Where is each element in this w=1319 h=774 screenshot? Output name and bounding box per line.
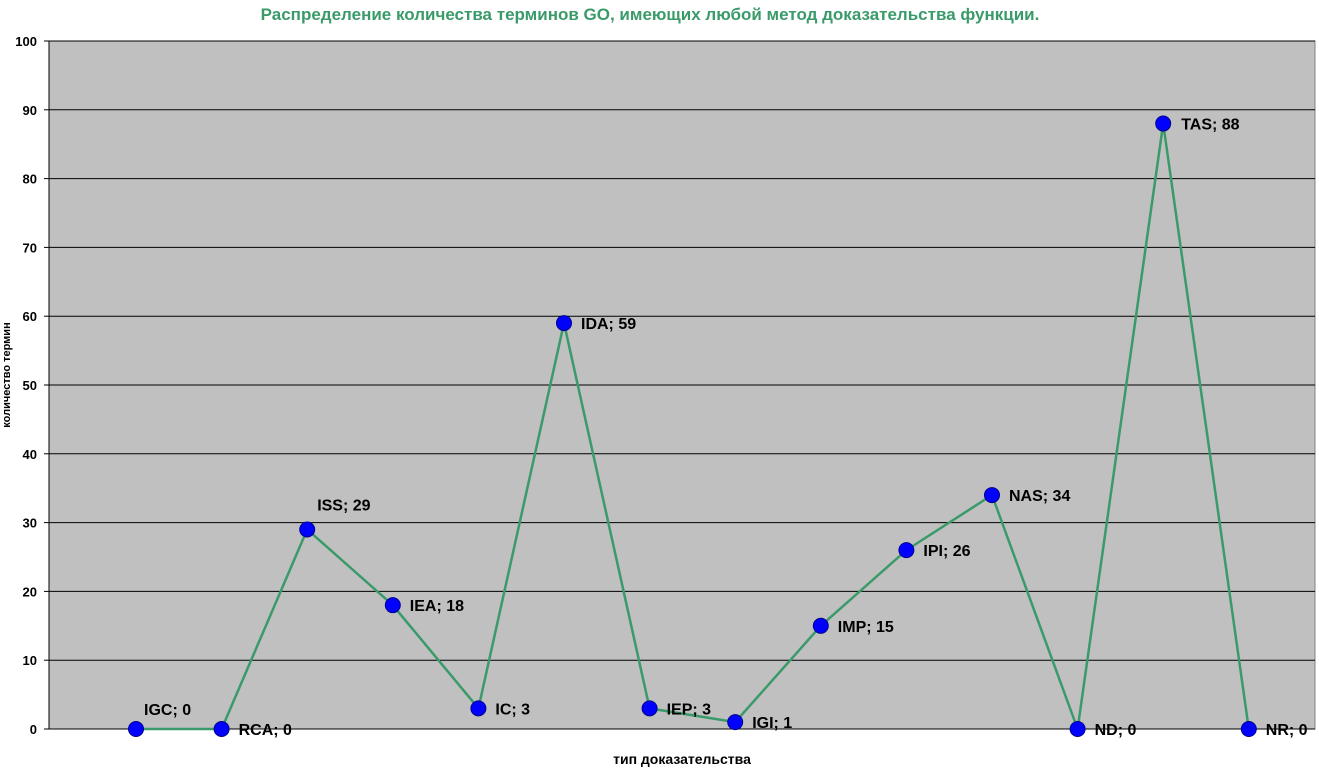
y-tick-label: 20 <box>23 584 37 599</box>
data-labels: IGC; 0 RCA; 0 ISS; 29 IEA; 18 IC; 3 IDA; 59 IE… <box>144 117 1308 739</box>
series <box>128 115 1257 737</box>
data-label-nr: NR; 0 <box>1266 722 1308 739</box>
data-label-ipi: IPI; 26 <box>923 543 970 560</box>
y-axis: 0 10 20 30 40 50 60 70 80 90 100 <box>15 34 1315 737</box>
data-point-rca <box>213 721 230 737</box>
data-point-iep <box>641 700 658 717</box>
data-point-igc <box>128 721 144 737</box>
data-point-ipi <box>898 542 915 559</box>
data-point-igi <box>727 714 744 731</box>
data-point-tas <box>1155 115 1172 132</box>
data-point-nd <box>1069 721 1086 737</box>
data-label-ic: IC; 3 <box>495 701 530 718</box>
data-label-igi: IGI; 1 <box>752 715 792 732</box>
data-label-ida: IDA; 59 <box>581 316 636 333</box>
data-label-iea: IEA; 18 <box>410 598 464 615</box>
y-tick-label: 70 <box>23 240 37 255</box>
y-tick-label: 30 <box>23 516 37 531</box>
data-label-imp: IMP; 15 <box>838 619 894 636</box>
series-line <box>136 122 1251 731</box>
data-point-iea <box>384 597 401 614</box>
y-tick-label: 100 <box>15 34 37 49</box>
data-label-tas: TAS; 88 <box>1181 117 1239 134</box>
data-label-nas: NAS; 34 <box>1009 488 1070 505</box>
chart-title: Распределение количества терминов GO, им… <box>261 5 1040 24</box>
gridlines <box>49 40 1315 661</box>
y-tick-label: 90 <box>23 103 37 118</box>
data-point-ic <box>470 700 487 717</box>
y-axis-title: количество термин <box>1 322 13 427</box>
data-point-nr <box>1240 721 1257 737</box>
data-label-iss: ISS; 29 <box>317 497 370 514</box>
y-tick-label: 50 <box>23 378 37 393</box>
data-point-imp <box>812 617 829 634</box>
x-axis-title: тип доказательства <box>613 751 751 767</box>
data-label-igc: IGC; 0 <box>144 702 191 719</box>
data-label-iep: IEP; 3 <box>667 701 712 718</box>
y-tick-label: 60 <box>23 309 37 324</box>
data-point-nas <box>984 487 1000 504</box>
y-tick-label: 10 <box>23 653 37 668</box>
data-label-rca: RCA; 0 <box>239 722 292 739</box>
y-tick-label: 40 <box>23 447 37 462</box>
data-point-iss <box>299 521 316 538</box>
data-point-ida <box>556 315 572 332</box>
y-tick-label: 0 <box>30 722 37 737</box>
y-tick-label: 80 <box>23 172 37 187</box>
data-label-nd: ND; 0 <box>1095 722 1137 739</box>
